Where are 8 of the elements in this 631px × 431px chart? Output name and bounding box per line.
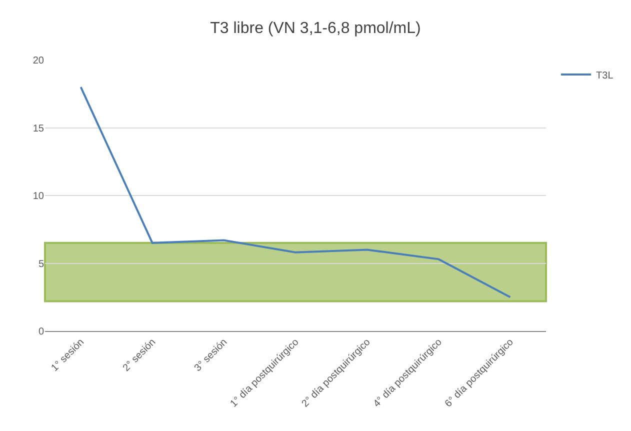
y-tick-label: 5 — [38, 258, 44, 270]
legend-label: T3L — [596, 70, 614, 82]
y-tick-label: 10 — [32, 191, 44, 202]
y-tick-label: 20 — [32, 56, 44, 66]
line-series — [80, 86, 512, 298]
y-tick-label: 15 — [32, 123, 44, 134]
chart-title: T3 libre (VN 3,1-6,8 pmol/mL) — [210, 20, 421, 37]
y-tick-label: 0 — [38, 326, 44, 338]
